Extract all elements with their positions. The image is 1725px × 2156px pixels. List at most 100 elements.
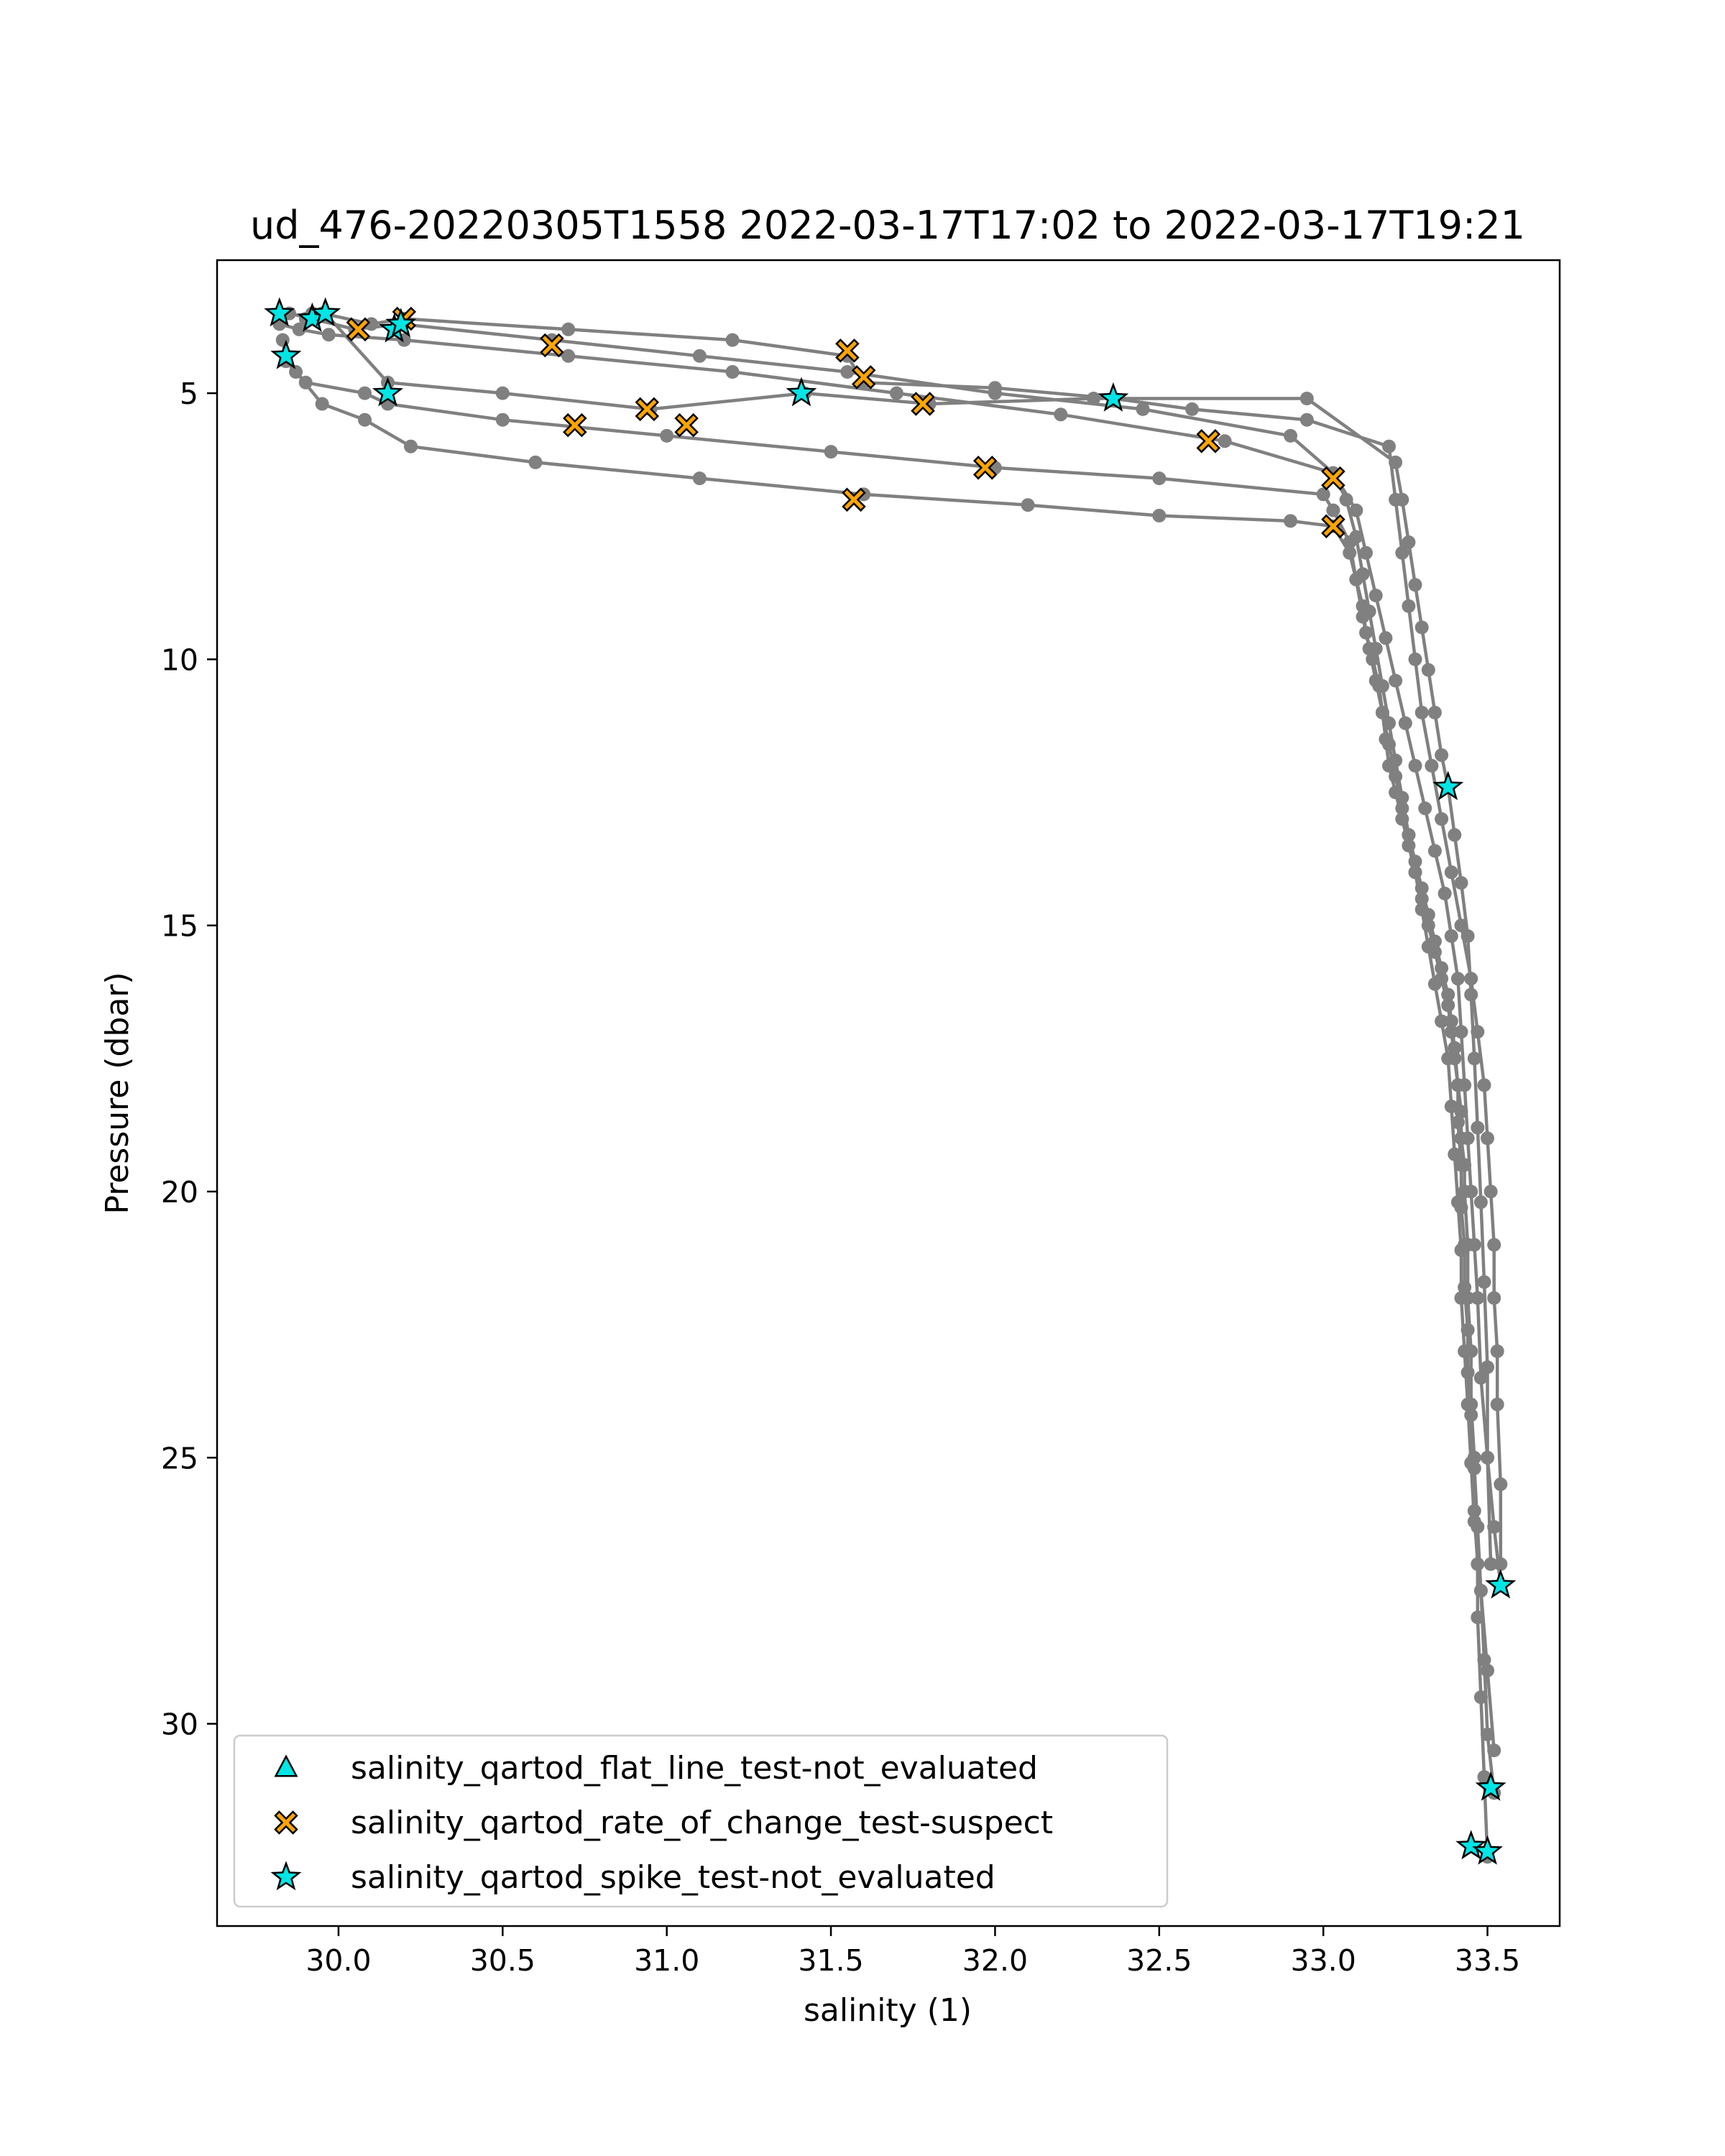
profile-point	[1460, 1131, 1475, 1146]
qc-marker-x	[972, 456, 998, 480]
x-tick-label: 30.5	[470, 1943, 535, 1978]
profile-point	[725, 333, 740, 347]
qc-marker-x	[1321, 514, 1346, 539]
profile-point	[1368, 642, 1383, 656]
profile-point	[321, 328, 336, 342]
profile-point	[1444, 865, 1458, 880]
profile-point	[1300, 413, 1314, 427]
profile-point	[1427, 977, 1442, 991]
profile-point	[1339, 492, 1353, 507]
qc-marker-x	[674, 413, 699, 438]
profile-point	[1402, 599, 1416, 613]
profile-point	[1450, 972, 1465, 986]
profile-point	[358, 386, 372, 400]
profile-point	[1395, 791, 1409, 805]
profile-point	[1477, 1078, 1491, 1092]
profile-point	[1487, 1743, 1501, 1758]
profile-point	[1427, 844, 1442, 858]
profile-point	[1464, 987, 1478, 1002]
profile-point	[1484, 1184, 1498, 1199]
profile-point	[692, 471, 707, 486]
profile-point	[1467, 1238, 1481, 1252]
profile-point	[1471, 1120, 1485, 1135]
profile-point	[1349, 503, 1363, 517]
qc-marker-x	[851, 365, 876, 390]
qc-marker-star	[372, 377, 404, 407]
profile-point	[1450, 1195, 1465, 1210]
profile-point	[1087, 392, 1100, 405]
profile-point	[1349, 530, 1363, 544]
y-axis-ticks: 5 10 15 20 25 30	[161, 377, 217, 1742]
profile-point	[1494, 1477, 1508, 1491]
profile-point	[1458, 1344, 1472, 1358]
plot-layer	[264, 297, 1517, 1865]
profile-point	[1421, 663, 1435, 677]
profile-point	[660, 428, 674, 443]
profile-point	[1382, 439, 1396, 453]
profile-point	[1152, 509, 1167, 522]
qc-marker-star	[786, 377, 817, 407]
profile-point	[1441, 1051, 1455, 1066]
profile-point	[315, 397, 329, 411]
qc-marker-star	[1485, 1569, 1517, 1599]
profile-point	[1218, 434, 1232, 448]
profile-point	[1185, 402, 1199, 416]
profile-point	[1454, 1243, 1468, 1257]
profile-point	[1454, 1025, 1468, 1039]
plot-frame	[216, 259, 1561, 1927]
profile-point	[1448, 828, 1462, 842]
profile-point	[1471, 1291, 1485, 1305]
profile-point	[1362, 604, 1376, 619]
qc-marker-star	[264, 297, 295, 327]
profile-point	[1477, 1275, 1491, 1289]
profile-point	[1414, 620, 1429, 635]
profile-point	[1395, 545, 1409, 560]
profile-point	[1444, 929, 1458, 943]
profile-point	[1444, 1100, 1458, 1113]
profile-point	[1435, 961, 1449, 975]
profile-point	[1464, 1184, 1478, 1199]
qc-marker-star	[310, 297, 341, 327]
profile-point	[1021, 498, 1035, 512]
profile-point	[1467, 1514, 1481, 1529]
profile-point	[1450, 1115, 1465, 1130]
qc-marker-x	[540, 333, 564, 358]
qc-marker-x	[635, 397, 660, 422]
profile-point	[1427, 706, 1442, 719]
profile-point	[495, 413, 510, 427]
profile-point	[1414, 903, 1429, 916]
profile-point	[1382, 716, 1396, 730]
profile-point	[1473, 1583, 1488, 1598]
qc-marker-star	[1472, 1835, 1504, 1865]
x-tick-label: 32.5	[1126, 1943, 1192, 1978]
profile-point	[1435, 812, 1449, 826]
profile-point	[1481, 1360, 1494, 1374]
legend-item: salinity_qartod_rate_of_change_test-susp…	[274, 1805, 1053, 1841]
qc-marker-x	[1321, 466, 1346, 491]
qc-marker-x	[346, 317, 371, 342]
legend-marker-triangle	[274, 1754, 298, 1777]
profile-point	[1441, 987, 1455, 1002]
profile-point	[1454, 1291, 1468, 1305]
qc-marker-star	[270, 339, 302, 369]
profile-point	[1398, 716, 1412, 730]
profile-point	[1458, 1078, 1472, 1092]
legend-marker-star	[270, 1861, 302, 1891]
qc-marker-star	[1455, 1830, 1487, 1860]
profile-point	[1425, 759, 1439, 773]
qc-marker-x	[1196, 429, 1221, 453]
qc-marker-x	[842, 487, 866, 512]
legend: salinity_qartod_flat_line_test-not_evalu…	[233, 1734, 1169, 1908]
y-tick-label: 30	[161, 1708, 198, 1742]
profile-point	[1414, 706, 1429, 719]
profile-point	[1481, 1450, 1494, 1465]
qc-marker-x	[911, 392, 935, 416]
legend-label: salinity_qartod_rate_of_change_test-susp…	[351, 1805, 1053, 1841]
qc-marker-series	[264, 297, 1517, 1865]
profile-point	[1481, 1131, 1494, 1146]
profile-point	[495, 386, 510, 400]
profile-point	[1435, 748, 1449, 763]
profile-point	[1389, 753, 1403, 768]
profile-point	[528, 455, 543, 469]
qc-marker-star	[1098, 382, 1129, 412]
